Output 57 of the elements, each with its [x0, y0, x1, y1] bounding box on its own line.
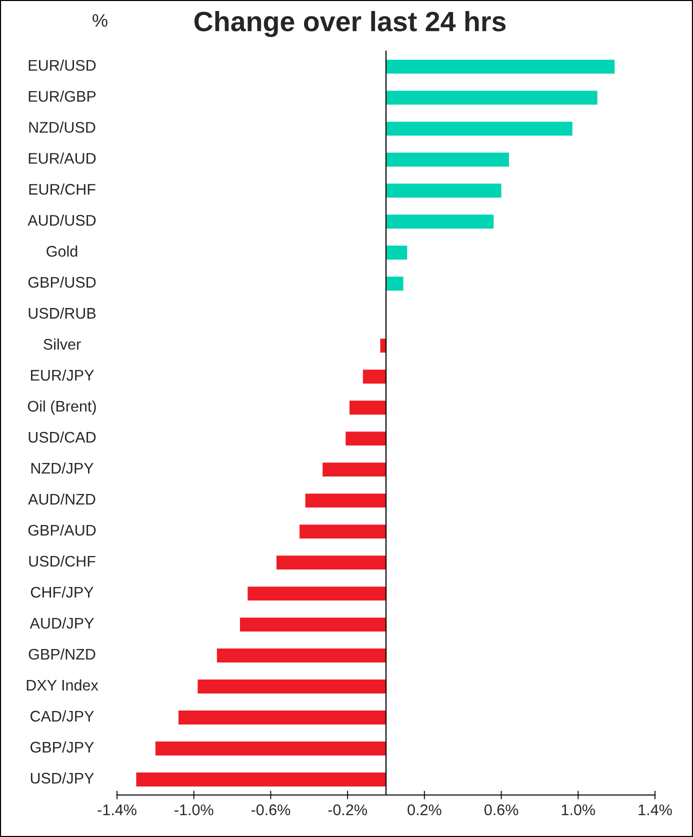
y-tick-label: USD/JPY: [30, 772, 94, 784]
bar: [136, 772, 386, 786]
x-tick-label: -1.4%: [98, 804, 136, 816]
x-tick-label: 0.2%: [408, 804, 442, 816]
x-tick-label: -1.0%: [174, 804, 214, 816]
y-tick-label: GBP/JPY: [30, 741, 94, 753]
bar: [386, 214, 494, 229]
bar: [386, 122, 572, 136]
y-tick-label: NZD/USD: [29, 122, 96, 133]
chart-title: Change over last 24 hrs: [194, 10, 506, 38]
bar: [386, 276, 404, 291]
y-tick-label: AUD/JPY: [30, 617, 94, 629]
y-tick-label: CAD/JPY: [30, 710, 94, 722]
y-axis-title: %: [92, 14, 108, 27]
y-tick-label: Gold: [46, 246, 78, 257]
bar: [305, 494, 386, 508]
y-tick-label: GBP/AUD: [28, 524, 96, 536]
y-tick-label: USD/CAD: [28, 431, 96, 443]
y-tick-label: EUR/GBP: [28, 90, 96, 102]
bar: [276, 556, 386, 570]
y-tick-label: DXY Index: [26, 679, 98, 691]
bar: [248, 586, 386, 601]
y-tick-label: GBP/USD: [28, 276, 96, 288]
bar: [322, 462, 386, 477]
x-tick-label: 1.4%: [638, 804, 672, 816]
y-tick-label: EUR/CHF: [29, 184, 96, 195]
x-tick-label: -0.2%: [328, 804, 367, 816]
bar: [240, 618, 386, 632]
bar: [386, 60, 615, 74]
y-tick-label: USD/CHF: [29, 555, 96, 567]
bar: [346, 432, 386, 446]
bar: [380, 338, 386, 353]
bar: [386, 246, 408, 260]
bar: [300, 524, 386, 539]
bar: [216, 648, 386, 663]
y-tick-label: CHF/JPY: [30, 586, 94, 598]
y-tick-label: EUR/USD: [28, 60, 96, 71]
y-tick-label: AUD/USD: [28, 214, 96, 226]
y-tick-label: AUD/NZD: [28, 493, 96, 505]
bar: [386, 90, 598, 105]
y-tick-label: EUR/JPY: [30, 369, 94, 381]
y-tick-label: Oil (Brent): [28, 400, 96, 415]
x-tick-label: 0.6%: [484, 804, 518, 816]
bar: [178, 710, 386, 724]
bar: [386, 184, 502, 198]
y-tick-label: USD/RUB: [28, 308, 96, 319]
y-tick-label: Silver: [44, 338, 81, 350]
bar: [198, 680, 386, 694]
y-tick-label: GBP/NZD: [28, 648, 96, 660]
bar: [349, 400, 386, 415]
x-tick-label: -0.6%: [251, 804, 290, 816]
x-tick-label: 1.0%: [562, 804, 596, 816]
y-tick-label: NZD/JPY: [31, 462, 94, 474]
bar: [155, 742, 386, 756]
bar: [362, 370, 386, 384]
bar: [386, 152, 509, 167]
y-tick-label: EUR/AUD: [28, 152, 96, 164]
